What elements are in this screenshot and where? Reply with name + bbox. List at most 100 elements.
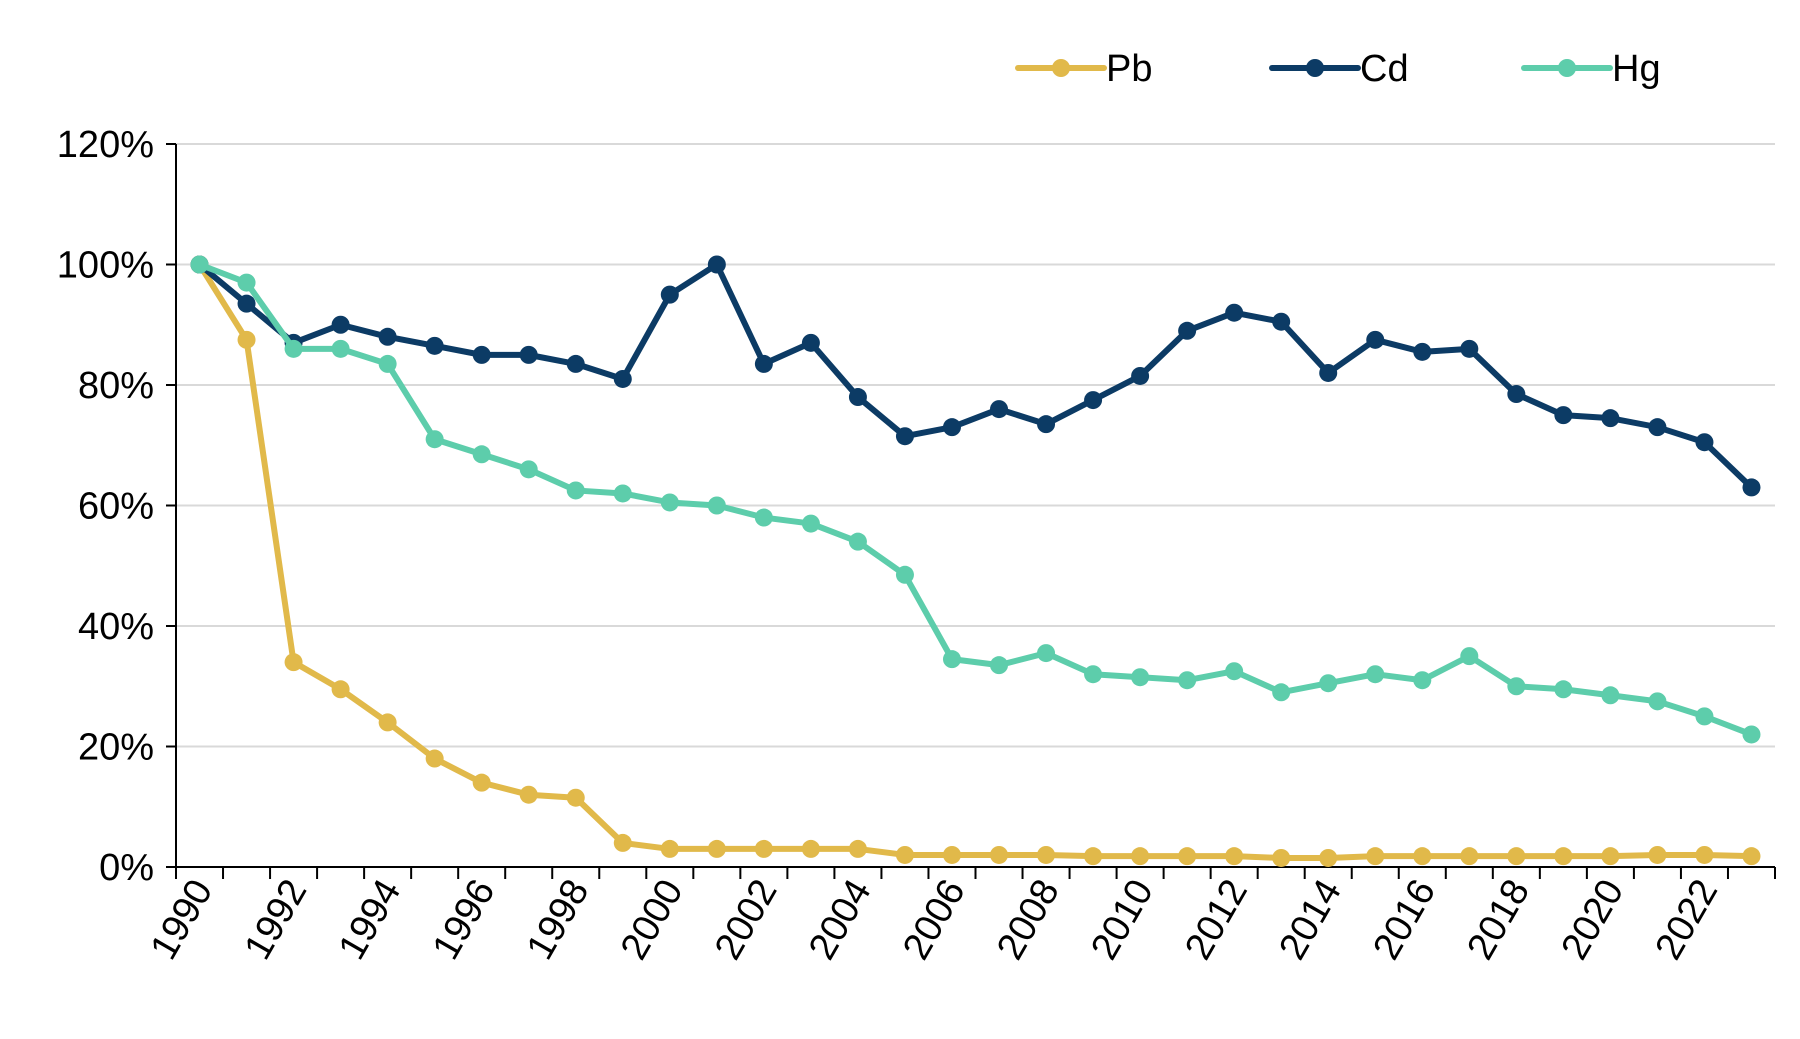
axes: 0% 20% 40% 60% 80% 100% 120% 1990 1992 1994 1996 19… <box>57 124 1776 967</box>
data-point <box>331 680 350 699</box>
x-tick-label: 2020 <box>1554 873 1633 967</box>
data-point <box>1366 665 1385 684</box>
data-point <box>1366 330 1385 349</box>
y-tick-label: 100% <box>57 245 154 287</box>
data-point <box>1084 665 1103 684</box>
data-point <box>1272 848 1291 867</box>
x-tick-label: 2004 <box>801 873 880 967</box>
legend-label: Cd <box>1360 48 1409 90</box>
series-line <box>196 261 1755 861</box>
data-point <box>990 845 1009 864</box>
data-point <box>1319 363 1338 382</box>
data-point <box>237 273 256 292</box>
data-point <box>237 330 256 349</box>
data-point <box>613 484 632 503</box>
data-point <box>613 833 632 852</box>
x-tick-label: 1994 <box>331 873 410 967</box>
data-point <box>1695 707 1714 726</box>
y-tick-label: 40% <box>78 606 154 648</box>
x-tick-label: 2022 <box>1648 873 1727 967</box>
series-cd <box>190 255 1761 497</box>
data-point <box>237 294 256 313</box>
data-point <box>1084 847 1103 866</box>
legend-swatch-marker <box>1306 59 1324 77</box>
data-point <box>566 481 585 500</box>
data-point <box>1225 847 1244 866</box>
data-point <box>1507 847 1526 866</box>
data-point <box>660 285 679 304</box>
data-point <box>472 773 491 792</box>
legend-swatch-marker <box>1052 59 1070 77</box>
data-point <box>1037 845 1056 864</box>
data-point <box>895 427 914 446</box>
data-point <box>990 656 1009 675</box>
x-tick-label: 2008 <box>989 873 1068 967</box>
data-point <box>331 315 350 334</box>
data-point <box>378 354 397 373</box>
data-point <box>848 839 867 858</box>
data-point <box>1742 725 1761 744</box>
data-point <box>660 839 679 858</box>
legend-item-cd: Cd <box>1269 48 1409 90</box>
x-tick-label: 1990 <box>143 873 222 967</box>
data-point <box>1742 478 1761 497</box>
x-tick-label: 1996 <box>425 873 504 967</box>
y-tick-label: 60% <box>78 486 154 528</box>
data-point <box>1413 342 1432 361</box>
y-tick-label: 20% <box>78 727 154 769</box>
legend: Pb Cd Hg <box>1015 48 1661 90</box>
data-point <box>1131 366 1150 385</box>
data-point <box>895 565 914 584</box>
data-point <box>1366 847 1385 866</box>
data-point <box>1460 647 1479 666</box>
data-point <box>1131 847 1150 866</box>
data-point <box>1178 847 1197 866</box>
data-point <box>519 345 538 364</box>
legend-swatch-marker <box>1558 59 1576 77</box>
data-point <box>1225 662 1244 681</box>
x-tick-label: 2018 <box>1459 873 1538 967</box>
x-tick-label: 2012 <box>1177 873 1256 967</box>
data-point <box>801 333 820 352</box>
data-point <box>1131 668 1150 687</box>
data-point <box>990 400 1009 419</box>
y-tick-label: 0% <box>99 847 154 889</box>
data-point <box>284 339 303 358</box>
data-point <box>848 388 867 407</box>
data-point <box>801 514 820 533</box>
data-point <box>707 255 726 274</box>
data-point <box>754 508 773 527</box>
y-tick-label: 80% <box>78 365 154 407</box>
gridlines <box>176 143 1775 748</box>
data-point <box>1413 847 1432 866</box>
data-point <box>660 493 679 512</box>
data-point <box>472 345 491 364</box>
data-point <box>1554 406 1573 425</box>
data-point <box>519 785 538 804</box>
x-tick-label: 2016 <box>1365 873 1444 967</box>
data-point <box>1178 321 1197 340</box>
data-point <box>942 418 961 437</box>
legend-item-pb: Pb <box>1015 48 1152 90</box>
data-point <box>1601 686 1620 705</box>
data-point <box>425 430 444 449</box>
x-tick-label: 1998 <box>519 873 598 967</box>
data-point <box>284 653 303 672</box>
data-point <box>425 336 444 355</box>
data-point <box>519 460 538 479</box>
data-point <box>613 369 632 388</box>
series-line <box>196 261 1755 738</box>
data-point <box>707 839 726 858</box>
legend-item-hg: Hg <box>1521 48 1661 90</box>
data-point <box>1695 845 1714 864</box>
data-point <box>1460 339 1479 358</box>
data-point <box>942 845 961 864</box>
y-tick-label: 120% <box>57 124 154 166</box>
data-point <box>1319 674 1338 693</box>
series-pb <box>190 255 1761 867</box>
data-point <box>472 445 491 464</box>
data-point <box>566 354 585 373</box>
x-tick-label: 2002 <box>707 873 786 967</box>
data-point <box>801 839 820 858</box>
